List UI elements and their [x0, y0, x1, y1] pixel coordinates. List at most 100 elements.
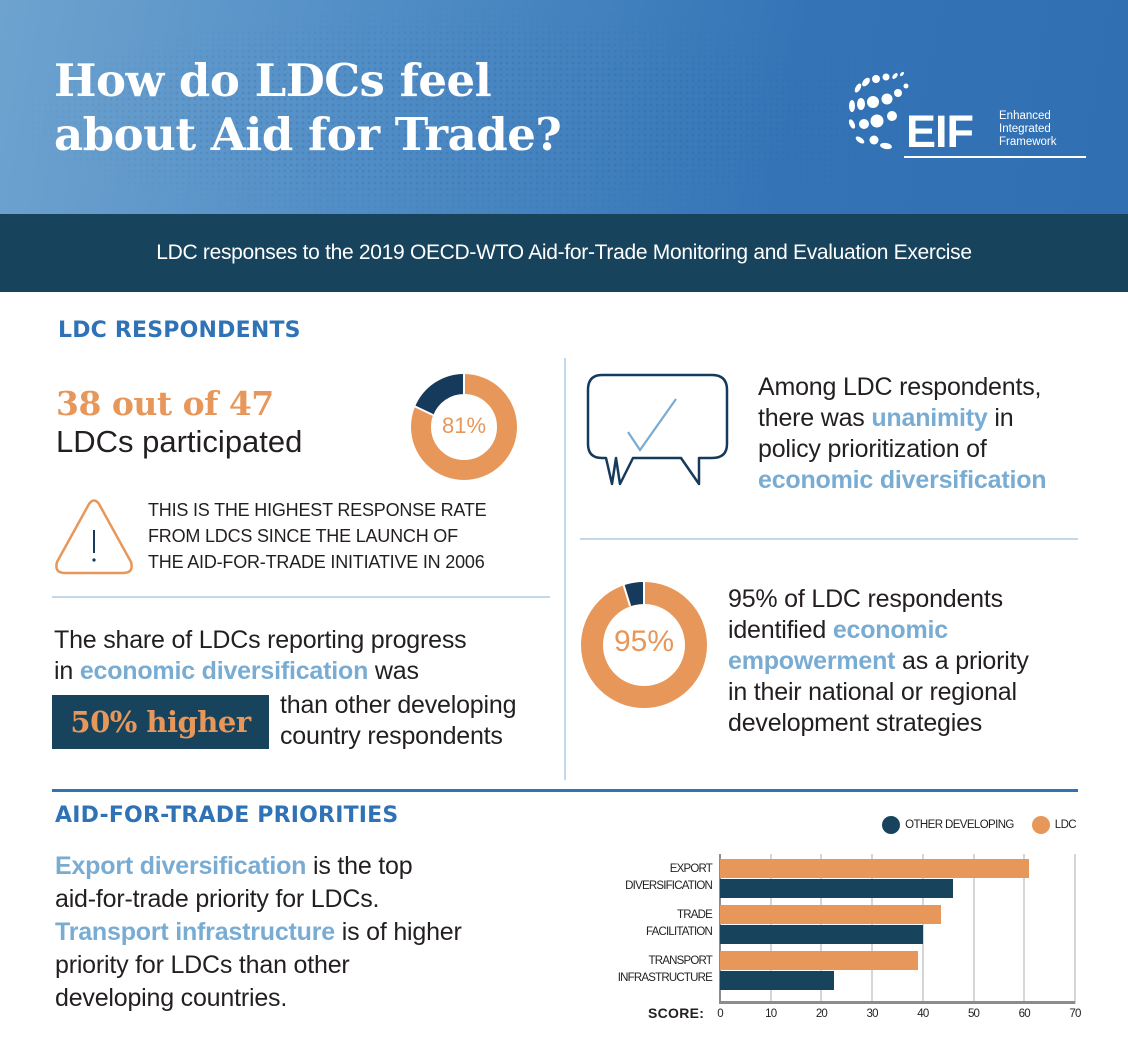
share-line-1: The share of LDCs reporting progress	[54, 626, 467, 654]
share-line-2-pre: in	[54, 657, 80, 685]
empowerment-line-3: empowerment as a priority	[728, 646, 1029, 677]
x-tick-label: 40	[917, 1008, 929, 1020]
category-label: TRANSPORT INFRASTRUCTURE	[617, 955, 713, 984]
gridline	[1074, 854, 1076, 1004]
bar-ldc	[720, 905, 941, 924]
legend-swatch-ldc	[1031, 816, 1050, 834]
eif-logo: EIF Enhanced Integrated Framework	[844, 66, 1094, 162]
category-label: TRADE FACILITATION	[645, 909, 713, 938]
gridline	[1023, 854, 1026, 1004]
highlight-transport-infrastructure: Transport infrastructure	[55, 918, 335, 946]
speech-bubble-check-icon	[586, 373, 729, 486]
x-tick-label: 0	[717, 1008, 723, 1020]
hero-banner: How do LDCs feel about Aid for Trade?	[0, 0, 1128, 214]
legend-swatch-other-developing	[882, 816, 901, 834]
highlight-economic-diversification-2: economic diversification	[758, 466, 1047, 494]
priorities-paragraph: Export diversification is the top aid-fo…	[55, 850, 462, 1015]
bar-ldc	[720, 951, 918, 970]
share-line-3: than other developing	[280, 691, 517, 719]
share-line-2: in economic diversification was	[54, 656, 466, 687]
globe-dots-icon	[848, 71, 909, 150]
unanimity-line-2-pre: there was	[758, 404, 872, 432]
priorities-line-3-post: is of higher	[334, 918, 462, 946]
legend-label-ldc: LDC	[1054, 819, 1077, 831]
donut-95-label: 95%	[613, 625, 675, 658]
highlight-empowerment: empowerment	[728, 647, 896, 675]
logo-line-1: Enhanced	[999, 110, 1051, 122]
x-axis	[719, 1001, 1075, 1004]
logo-line-2: Integrated	[999, 123, 1051, 135]
x-tick-label: 20	[815, 1008, 828, 1020]
section-rule-priorities	[52, 789, 1078, 792]
unanimity-line-3: policy prioritization of	[758, 435, 987, 463]
section-heading-respondents: LDC RESPONDENTS	[58, 318, 301, 343]
bar-ldc	[720, 859, 1030, 878]
x-tick-label: 30	[866, 1008, 879, 1020]
priorities-line-5: developing countries.	[55, 984, 288, 1012]
donut-chart-95	[581, 581, 707, 708]
legend-item-other-developing: OTHER DEVELOPING	[882, 816, 1014, 834]
column-divider	[564, 358, 566, 780]
note-line-2: FROM LDCS SINCE THE LAUNCH OF	[148, 526, 458, 546]
fifty-percent-higher-badge: 50% higher	[52, 695, 269, 749]
logo-wordmark: Enhanced Integrated Framework	[999, 110, 1057, 149]
x-tick-label: 50	[967, 1008, 980, 1020]
gridline	[921, 854, 924, 1004]
response-rate-note: THIS IS THE HIGHEST RESPONSE RATE FROM L…	[148, 497, 487, 575]
donut-81-label: 81%	[441, 413, 487, 438]
chart-legend: OTHER DEVELOPING LDC	[872, 816, 1077, 834]
logo-mark: EIF	[906, 106, 974, 157]
note-line-1: THIS IS THE HIGHEST RESPONSE RATE	[148, 500, 487, 520]
x-tick-label: 10	[765, 1008, 777, 1020]
donut-95-percent: 95%	[580, 581, 708, 709]
highlight-economic-diversification: economic diversification	[79, 657, 369, 685]
highlight-economic: economic	[832, 616, 948, 644]
subtitle-text: LDC responses to the 2019 OECD-WTO Aid-f…	[156, 241, 972, 264]
title-line-1: How do LDCs feel	[54, 54, 492, 107]
chart-plot-area	[719, 854, 1076, 1004]
section-heading-priorities: AID-FOR-TRADE PRIORITIES	[55, 803, 399, 828]
share-line-2-post: was	[368, 657, 419, 685]
empowerment-line-2-pre: identified	[728, 616, 833, 644]
donut-chart-81	[411, 373, 517, 480]
share-line-4: country respondents	[280, 722, 503, 750]
empowerment-line-5: development strategies	[728, 709, 983, 737]
empowerment-line-2: identified economic	[728, 615, 1029, 646]
unanimity-line-1: Among LDC respondents,	[758, 373, 1042, 401]
x-tick-label: 70	[1069, 1008, 1081, 1020]
donut-81-percent: 81%	[410, 373, 518, 481]
x-axis-label: SCORE:	[648, 1005, 705, 1021]
share-paragraph: The share of LDCs reporting progress in …	[54, 625, 467, 687]
priorities-line-1-post: is the top	[306, 852, 413, 880]
unanimity-line-2: there was unanimity in	[758, 403, 1046, 434]
priorities-line-1: Export diversification is the top	[55, 850, 462, 883]
empowerment-line-1: 95% of LDC respondents	[728, 585, 1003, 613]
gridline	[972, 854, 975, 1004]
highlight-unanimity: unanimity	[871, 404, 988, 432]
logo-line-3: Framework	[999, 136, 1057, 148]
priorities-bar-chart: OTHER DEVELOPING LDC SCORE: 0 10 20 30 40 50 6…	[590, 808, 1100, 1028]
empowerment-line-3-post: as a priority	[895, 647, 1029, 675]
share-paragraph-tail: than other developing country respondent…	[280, 690, 516, 752]
x-tick-label: 60	[1018, 1008, 1031, 1020]
empowerment-line-4: in their national or regional	[728, 678, 1017, 706]
world-map-dots	[0, 0, 1128, 214]
legend-item-ldc: LDC	[1031, 816, 1077, 834]
title-line-2: about Aid for Trade?	[54, 108, 562, 161]
participation-stat: 38 out of 47	[56, 384, 274, 423]
divider-left	[52, 596, 550, 598]
warning-triangle-icon	[55, 499, 133, 575]
highlight-export-diversification: Export diversification	[55, 852, 307, 880]
legend-label-other-developing: OTHER DEVELOPING	[905, 819, 1014, 831]
priorities-line-4: priority for LDCs than other	[55, 951, 350, 979]
participation-stat-label: LDCs participated	[56, 424, 303, 459]
divider-right	[580, 538, 1078, 540]
note-line-3: THE AID-FOR-TRADE INITIATIVE IN 2006	[148, 552, 485, 572]
empowerment-paragraph: 95% of LDC respondents identified econom…	[728, 584, 1029, 739]
category-label: EXPORT DIVERSIFICATION	[625, 863, 713, 892]
priorities-line-3: Transport infrastructure is of higher	[55, 916, 462, 949]
bar-other-developing	[720, 925, 923, 944]
subtitle-band: LDC responses to the 2019 OECD-WTO Aid-f…	[0, 214, 1128, 292]
logo-underline	[904, 156, 1086, 158]
bar-other-developing	[720, 879, 954, 898]
